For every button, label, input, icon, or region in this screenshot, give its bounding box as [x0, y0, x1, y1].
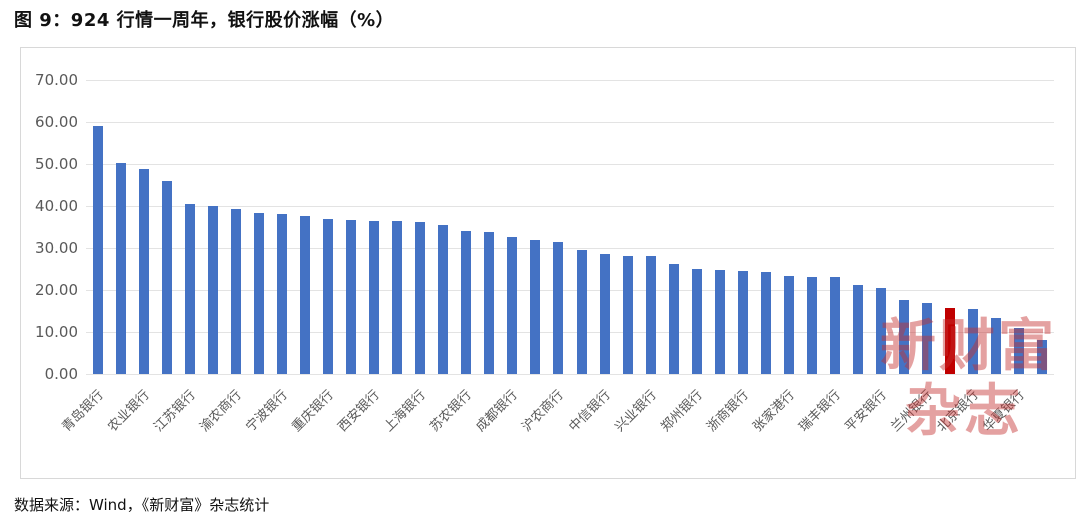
- bar: [553, 241, 564, 374]
- bar: [484, 232, 495, 374]
- x-category-label: 西安银行: [335, 387, 383, 435]
- grid-line: [86, 80, 1054, 81]
- x-category-label: 上海银行: [381, 387, 429, 435]
- bar-chart: 70.00 60.00 50.00 40.00 30.00 20.00 10.00 0.00 青…: [20, 47, 1076, 479]
- x-category-label: 沪农商行: [519, 387, 568, 435]
- y-tick-label: 20.00: [35, 281, 78, 299]
- bar: [230, 208, 241, 374]
- bar: [899, 300, 910, 374]
- bar: [807, 276, 817, 374]
- x-category-label: 中信银行: [565, 387, 614, 435]
- bar: [737, 270, 748, 374]
- bar: [530, 239, 541, 374]
- y-tick-label: 30.00: [35, 239, 78, 257]
- x-category-label: 浙商银行: [704, 387, 752, 435]
- x-category-label: 兴业银行: [611, 387, 660, 435]
- bar: [369, 220, 380, 374]
- y-tick-label: 60.00: [35, 113, 78, 131]
- grid-line: [86, 164, 1054, 165]
- x-category-label: 苏农银行: [427, 387, 475, 435]
- y-tick-label: 70.00: [35, 71, 78, 89]
- data-source: 数据来源：Wind，《新财富》杂志统计: [14, 496, 270, 514]
- y-tick-label: 0.00: [44, 365, 78, 383]
- bar: [876, 288, 887, 374]
- x-category-label: 瑞丰银行: [796, 387, 844, 435]
- bar: [507, 236, 518, 374]
- bar: [622, 255, 633, 374]
- bar: [599, 253, 610, 374]
- bar: [576, 249, 587, 374]
- x-category-label: 郑州银行: [658, 387, 706, 435]
- x-category-label: 北京银行: [934, 387, 983, 435]
- x-category-label: 华夏银行: [980, 387, 1029, 435]
- bar: [714, 269, 725, 374]
- x-category-label: 青岛银行: [58, 387, 107, 435]
- grid-line: [86, 122, 1054, 123]
- x-category-label: 江苏银行: [151, 387, 199, 435]
- x-category-label: 渝农商行: [197, 387, 245, 435]
- grid-line: [86, 248, 1054, 249]
- bar: [392, 221, 403, 374]
- bar: [184, 204, 195, 374]
- bar: [415, 221, 426, 374]
- chart-title: 图 9：924 行情一周年，银行股价涨幅（%）: [14, 10, 395, 31]
- x-category-label: 成都银行: [473, 387, 522, 435]
- grid-line: [86, 332, 1054, 333]
- bar: [922, 303, 933, 374]
- y-tick-label: 50.00: [35, 155, 78, 173]
- bar: [346, 219, 357, 374]
- y-tick-label: 10.00: [35, 323, 78, 341]
- grid-line: [86, 374, 1054, 375]
- x-category-label: 张家港行: [750, 387, 798, 435]
- bar: [783, 276, 794, 374]
- x-category-label: 重庆银行: [289, 387, 337, 435]
- bar: [138, 169, 149, 374]
- bar: [299, 215, 310, 374]
- bar: [323, 218, 333, 374]
- x-category-label: 兰州银行: [888, 387, 936, 435]
- bar: [92, 126, 103, 374]
- bar: [1014, 327, 1025, 374]
- bar: [645, 255, 656, 374]
- bar: [668, 263, 679, 374]
- plot-area: 70.00 60.00 50.00 40.00 30.00 20.00 10.00 0.00 青…: [21, 48, 1075, 478]
- bar: [853, 284, 864, 374]
- bar: [691, 269, 702, 374]
- bar: [253, 213, 264, 374]
- x-category-label: 平安银行: [842, 387, 890, 435]
- bar: [968, 309, 979, 374]
- y-tick-label: 40.00: [35, 197, 78, 215]
- bar: [1037, 339, 1048, 374]
- bar: [461, 230, 472, 374]
- x-category-label: 农业银行: [104, 387, 153, 435]
- bar: [115, 163, 126, 374]
- bar: [830, 277, 841, 374]
- bar: [161, 180, 172, 374]
- bar: [438, 224, 449, 374]
- x-category-label: 宁波银行: [243, 387, 291, 435]
- bar: [276, 213, 287, 374]
- bar-highlighted: [945, 308, 956, 374]
- grid-line: [86, 290, 1054, 291]
- bar: [207, 206, 218, 374]
- bar: [991, 318, 1002, 374]
- bar: [760, 271, 771, 374]
- grid-line: [86, 206, 1054, 207]
